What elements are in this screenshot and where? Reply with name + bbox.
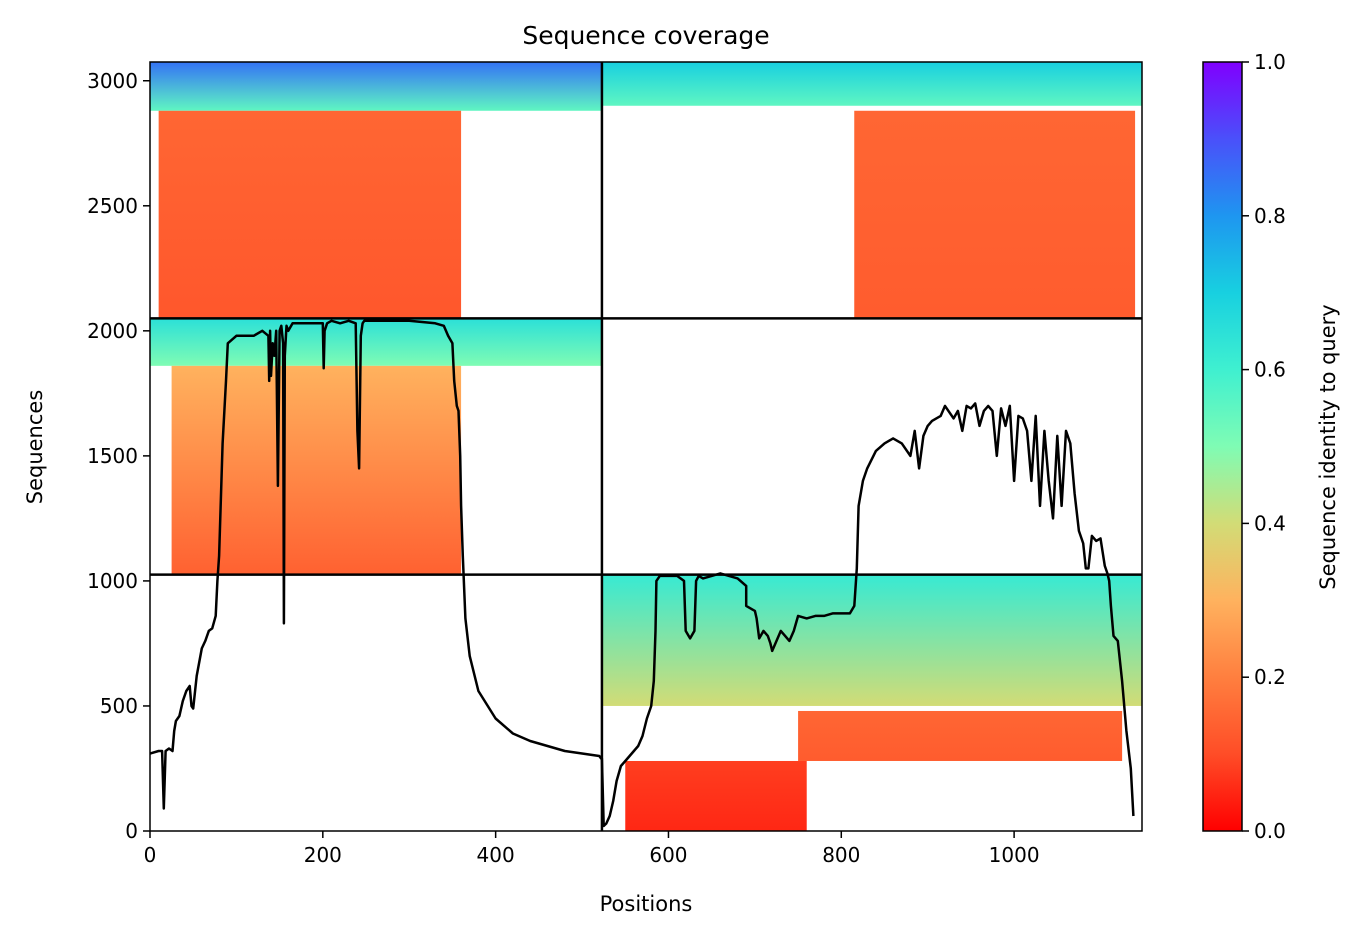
colorbar-tick-label: 0.8: [1254, 204, 1286, 228]
y-tick-label: 0: [125, 819, 138, 843]
y-tick-label: 3000: [87, 69, 138, 93]
x-tick-label: 1000: [989, 843, 1040, 867]
y-tick-label: 1500: [87, 444, 138, 468]
colorbar-tick-label: 0.2: [1254, 665, 1286, 689]
x-tick-label: 800: [822, 843, 860, 867]
coverage-block: [601, 62, 1142, 106]
coverage-block: [625, 760, 807, 831]
x-axis: 0 200 400 600 800 1000: [144, 831, 1040, 867]
colorbar-tick-label: 0.6: [1254, 358, 1286, 382]
colorbar-tick-label: 0.4: [1254, 511, 1286, 535]
colorbar-label: Sequence identity to query: [1316, 304, 1340, 589]
x-tick-label: 200: [304, 843, 342, 867]
coverage-line: [150, 319, 1135, 828]
segment-dividers: [150, 62, 1142, 831]
x-axis-label: Positions: [600, 892, 693, 916]
x-tick-label: 400: [477, 843, 515, 867]
coverage-block: [601, 574, 1142, 706]
coverage-block: [171, 365, 462, 575]
coverage-block: [798, 710, 1123, 761]
y-tick-label: 1000: [87, 569, 138, 593]
y-tick-label: 2000: [87, 319, 138, 343]
colorbar-tick-label: 0.0: [1254, 819, 1286, 843]
coverage-block: [150, 62, 602, 111]
x-tick-label: 600: [649, 843, 687, 867]
coverage-block: [854, 110, 1136, 319]
y-tick-label: 2500: [87, 194, 138, 218]
coverage-block: [150, 318, 602, 366]
plot-area: [150, 62, 1142, 831]
y-tick-label: 500: [100, 694, 138, 718]
chart-title: Sequence coverage: [522, 21, 769, 50]
colorbar: 0.0 0.2 0.4 0.6 0.8 1.0 Sequence identity to …: [1202, 50, 1340, 843]
coverage-block: [158, 110, 462, 319]
x-tick-label: 0: [144, 843, 157, 867]
plot-frame: [149, 61, 1143, 832]
colorbar-tick-label: 1.0: [1254, 50, 1286, 74]
y-axis: 0 500 1000 1500 2000 2500 3000: [87, 69, 150, 843]
coverage-blocks: [150, 62, 1142, 831]
colorbar-ticks: 0.0 0.2 0.4 0.6 0.8 1.0: [1242, 50, 1286, 843]
y-axis-label: Sequences: [23, 390, 47, 505]
colorbar-gradient: [1202, 61, 1243, 832]
